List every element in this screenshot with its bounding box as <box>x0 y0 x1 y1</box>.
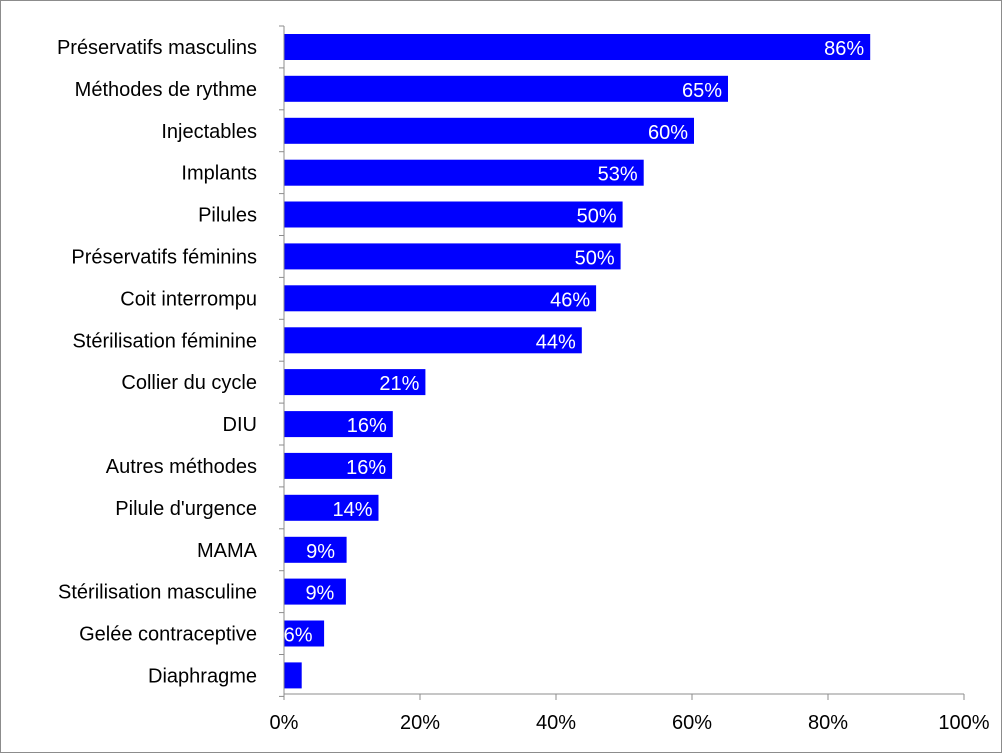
category-label-pilules: Pilules <box>198 205 257 227</box>
category-label-collier-du-cycle: Collier du cycle <box>121 372 257 394</box>
bar-preservatifs-masculins <box>284 34 871 60</box>
x-tick-label-40: 40% <box>536 712 576 734</box>
category-label-diaphragme: Diaphragme <box>148 665 257 687</box>
data-label-mama: 9% <box>306 541 335 563</box>
data-label-methodes-de-rythme: 65% <box>682 80 722 102</box>
data-label-pilule-d-urgence: 14% <box>332 499 372 521</box>
x-tick-label-80: 80% <box>808 712 848 734</box>
data-label-preservatifs-feminins: 50% <box>575 247 615 269</box>
category-label-methodes-de-rythme: Méthodes de rythme <box>75 79 257 101</box>
data-label-preservatifs-masculins: 86% <box>824 38 864 60</box>
category-label-autres-methodes: Autres méthodes <box>106 456 257 478</box>
bar-diaphragme <box>284 662 302 689</box>
bar-gelee-contraceptive <box>284 620 325 647</box>
bar-pilule-d-urgence <box>284 494 379 521</box>
data-label-coit-interrompu: 46% <box>550 289 590 311</box>
bar-coit-interrompu <box>284 285 597 312</box>
data-label-sterilisation-feminine: 44% <box>536 331 576 353</box>
data-label-injectables: 60% <box>648 122 688 144</box>
bar-injectables <box>284 117 694 144</box>
bars-layer: 86% 65% 60% 53% 50% 50% 46% 44% 21% 16% 16% 14% 9% 9%… <box>284 34 871 689</box>
x-tick-label-0: 0% <box>270 712 299 734</box>
category-label-pilule-d-urgence: Pilule d'urgence <box>115 498 257 520</box>
data-label-collier-du-cycle: 21% <box>379 373 419 395</box>
bar-collier-du-cycle <box>284 369 426 396</box>
bar-preservatifs-feminins <box>284 243 621 270</box>
category-label-mama: MAMA <box>197 540 258 562</box>
x-tick-label-60: 60% <box>672 712 712 734</box>
data-label-sterilisation-masculine: 9% <box>305 583 334 605</box>
bar-autres-methodes <box>284 452 393 479</box>
category-label-preservatifs-feminins: Préservatifs féminins <box>71 246 257 268</box>
data-label-autres-methodes: 16% <box>346 457 386 479</box>
bar-diu <box>284 411 393 438</box>
category-label-implants: Implants <box>181 163 257 185</box>
category-label-diu: DIU <box>223 414 257 436</box>
bar-pilules <box>284 201 623 228</box>
data-label-diu: 16% <box>347 415 387 437</box>
data-label-implants: 53% <box>598 164 638 186</box>
bar-mama <box>284 536 347 563</box>
bar-implants <box>284 159 644 186</box>
bar-sterilisation-masculine <box>284 578 346 605</box>
category-label-gelee-contraceptive: Gelée contraceptive <box>79 624 257 646</box>
category-label-sterilisation-masculine: Stérilisation masculine <box>58 582 257 604</box>
bar-methodes-de-rythme <box>284 75 728 102</box>
category-label-coit-interrompu: Coit interrompu <box>120 288 257 310</box>
axes-layer: 0% 20% 40% 60% 80% 100% <box>270 25 990 734</box>
category-label-sterilisation-feminine: Stérilisation féminine <box>72 330 257 352</box>
category-labels-layer: Préservatifs masculins Méthodes de rythme… <box>57 37 258 687</box>
category-label-preservatifs-masculins: Préservatifs masculins <box>57 37 257 59</box>
category-label-injectables: Injectables <box>161 121 257 143</box>
data-label-pilules: 50% <box>577 206 617 228</box>
bar-sterilisation-feminine <box>284 327 582 354</box>
data-label-gelee-contraceptive: 6% <box>284 625 313 647</box>
x-tick-label-100: 100% <box>938 712 989 734</box>
x-tick-label-20: 20% <box>400 712 440 734</box>
